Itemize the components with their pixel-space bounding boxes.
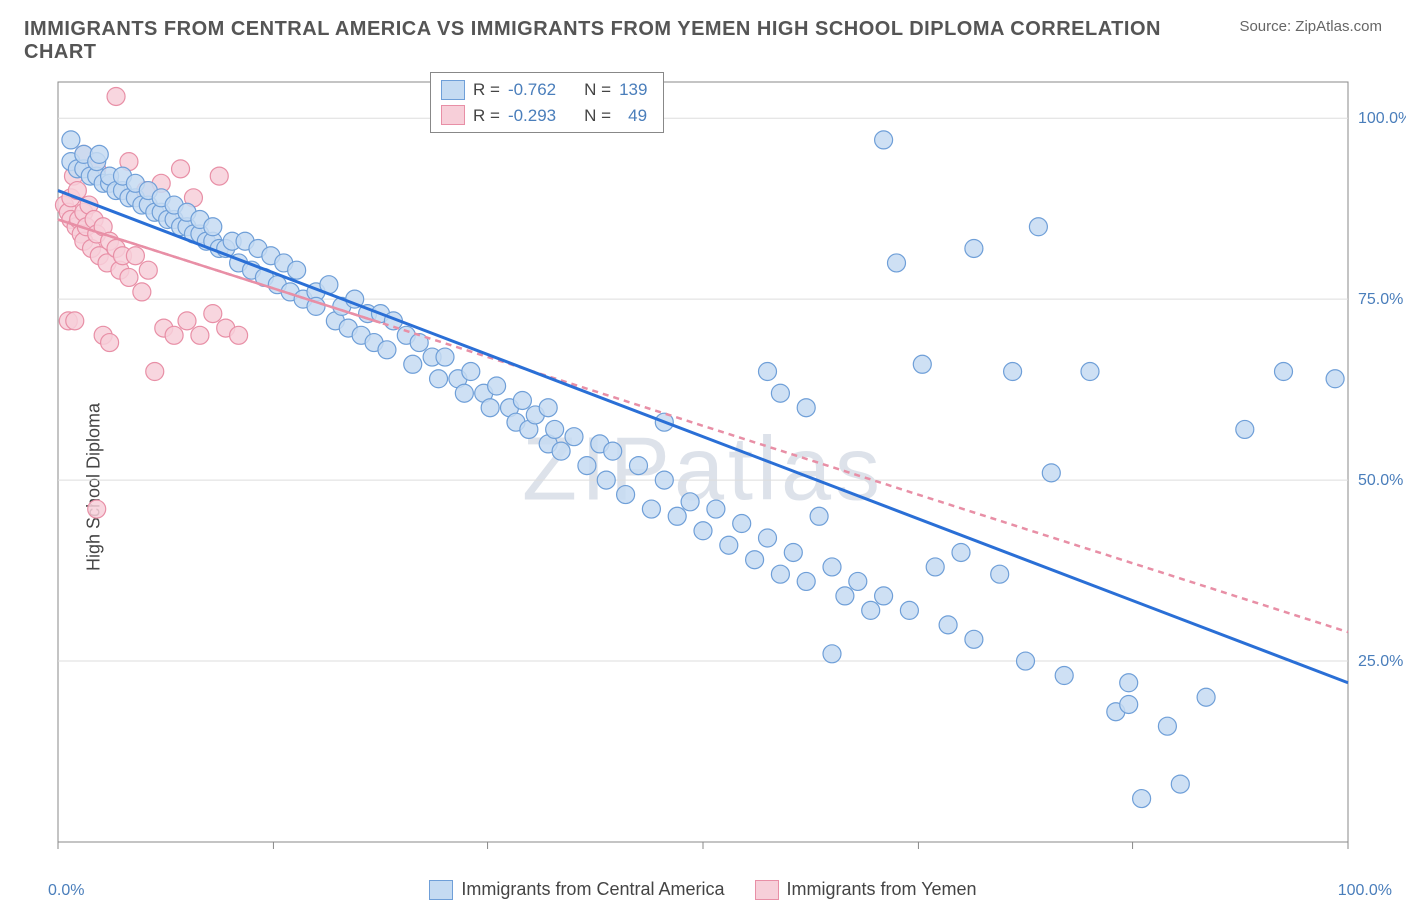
scatter-chart: 25.0% 50.0% 75.0% 100.0% bbox=[0, 72, 1406, 902]
n-value-2: 49 bbox=[619, 103, 647, 129]
legend-swatch-1 bbox=[441, 80, 465, 100]
r-label: R = bbox=[473, 103, 500, 129]
chart-title: IMMIGRANTS FROM CENTRAL AMERICA VS IMMIG… bbox=[24, 18, 1239, 64]
svg-text:25.0%: 25.0% bbox=[1358, 653, 1403, 670]
n-value-1: 139 bbox=[619, 77, 647, 103]
correlation-legend: R = -0.762 N = 139 R = -0.293 N = 49 bbox=[430, 72, 664, 133]
x-axis-max-label: 100.0% bbox=[1338, 882, 1392, 900]
svg-text:75.0%: 75.0% bbox=[1358, 291, 1403, 308]
svg-text:100.0%: 100.0% bbox=[1358, 110, 1406, 127]
chart-container: High School Diploma ZIPatlas 25.0%50.0%7… bbox=[0, 72, 1406, 902]
n-label: N = bbox=[584, 103, 611, 129]
legend-swatch-series-1 bbox=[429, 880, 453, 900]
legend-swatch-2 bbox=[441, 105, 465, 125]
legend-swatch-series-2 bbox=[755, 880, 779, 900]
x-axis-min-label: 0.0% bbox=[48, 882, 84, 900]
legend-row-1: R = -0.762 N = 139 bbox=[441, 77, 647, 103]
series-2-name: Immigrants from Yemen bbox=[787, 879, 977, 900]
legend-row-2: R = -0.293 N = 49 bbox=[441, 103, 647, 129]
r-value-2: -0.293 bbox=[508, 103, 556, 129]
series-legend: Immigrants from Central America Immigran… bbox=[0, 879, 1406, 900]
n-label: N = bbox=[584, 77, 611, 103]
r-label: R = bbox=[473, 77, 500, 103]
r-value-1: -0.762 bbox=[508, 77, 556, 103]
series-1-name: Immigrants from Central America bbox=[461, 879, 724, 900]
svg-text:50.0%: 50.0% bbox=[1358, 472, 1403, 489]
source-text: Source: ZipAtlas.com bbox=[1239, 18, 1382, 35]
